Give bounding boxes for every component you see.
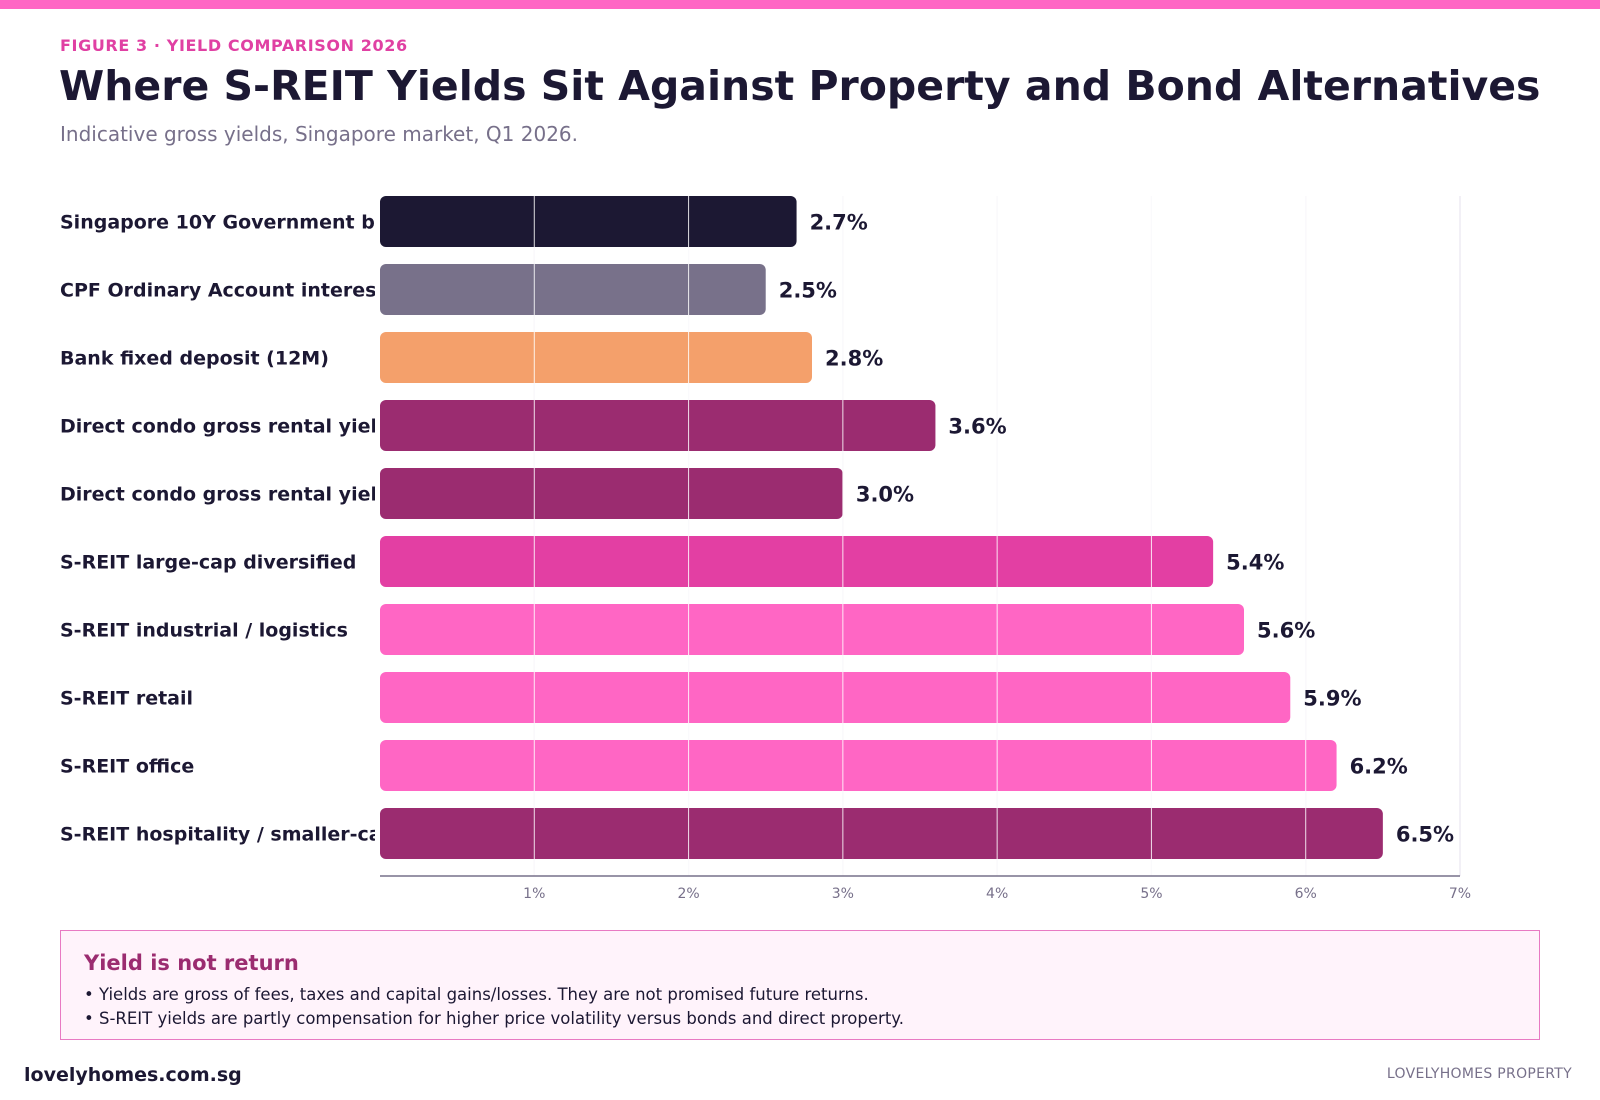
yield-bar-chart: Singapore 10Y Government bond CPF Ordinar… [60, 196, 1471, 902]
category-label: S-REIT hospitality / smaller-cap [60, 824, 395, 846]
value-label: 5.6% [1257, 619, 1315, 643]
yield-bar [380, 808, 1383, 859]
yield-bar [380, 332, 812, 383]
yield-bar [380, 672, 1291, 723]
category-label: Direct condo gross rental yield [60, 416, 391, 438]
value-label: 5.9% [1303, 687, 1361, 711]
category-label: Singapore 10Y Government bond [60, 212, 415, 234]
yield-bar [380, 740, 1337, 791]
category-label: S-REIT industrial / logistics [60, 620, 348, 642]
category-label: Bank fixed deposit (12M) [60, 348, 329, 370]
footer-brand: LOVELYHOMES PROPERTY [1386, 1066, 1572, 1082]
value-label: 6.5% [1396, 823, 1454, 847]
x-tick-label: 7% [1449, 886, 1471, 902]
callout-title: Yield is not return [84, 951, 299, 975]
x-tick-label: 2% [677, 886, 699, 902]
category-label: S-REIT retail [60, 688, 193, 710]
yield-bar [380, 536, 1214, 587]
value-label: 2.7% [810, 211, 868, 235]
yield-bar [380, 468, 843, 519]
x-tick-label: 1% [523, 886, 545, 902]
category-label: Direct condo gross rental yield [60, 484, 391, 506]
callout-bullet: • Yields are gross of fees, taxes and ca… [84, 985, 869, 1004]
x-tick-label: 5% [1140, 886, 1162, 902]
value-label: 6.2% [1350, 755, 1408, 779]
top-accent-bar [0, 0, 1600, 9]
callout-bullet-list: • Yields are gross of fees, taxes and ca… [84, 983, 904, 1031]
yield-not-return-callout: Yield is not return • Yields are gross o… [60, 930, 1540, 1040]
yield-bar [380, 604, 1244, 655]
category-label: CPF Ordinary Account interest [60, 280, 386, 302]
value-label: 3.0% [856, 483, 914, 507]
x-tick-label: 4% [986, 886, 1008, 902]
yield-bar [380, 264, 766, 315]
value-label: 3.6% [948, 415, 1006, 439]
footer-website: lovelyhomes.com.sg [24, 1064, 242, 1086]
callout-bullet: • S-REIT yields are partly compensation … [84, 1009, 904, 1028]
value-label: 2.5% [779, 279, 837, 303]
yield-bar [380, 196, 797, 247]
value-label: 5.4% [1226, 551, 1284, 575]
yield-bar [380, 400, 936, 451]
value-label: 2.8% [825, 347, 883, 371]
category-label: S-REIT office [60, 756, 194, 778]
chart-title: Where S-REIT Yields Sit Against Property… [59, 62, 1541, 110]
x-tick-label: 3% [832, 886, 854, 902]
figure-eyebrow: FIGURE 3 · YIELD COMPARISON 2026 [60, 36, 408, 55]
category-label: S-REIT large-cap diversified [60, 552, 356, 574]
x-tick-label: 6% [1295, 886, 1317, 902]
chart-subtitle: Indicative gross yields, Singapore marke… [60, 122, 578, 146]
